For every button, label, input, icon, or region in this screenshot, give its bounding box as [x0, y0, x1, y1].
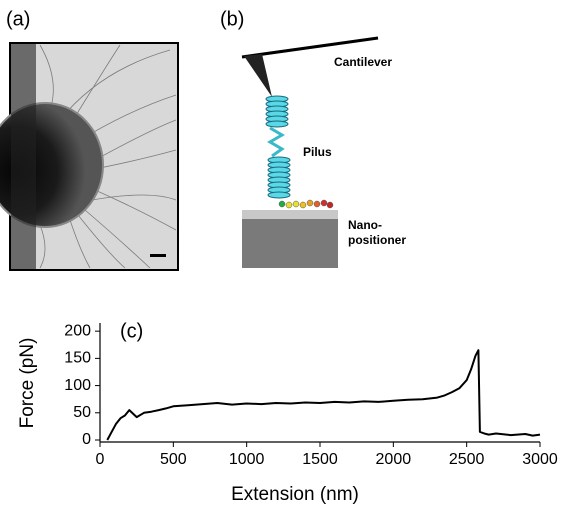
- y-tick-label: 0: [82, 431, 91, 448]
- diagram-label: Nano-: [348, 218, 382, 232]
- diagram-label: Pilus: [303, 145, 332, 159]
- panel-label: (a): [6, 8, 30, 30]
- diagram-label: positioner: [348, 233, 406, 247]
- y-tick-label: 100: [64, 377, 91, 394]
- y-tick-label: 200: [64, 322, 91, 339]
- x-tick-label: 2500: [449, 451, 485, 468]
- micrograph: [0, 42, 179, 271]
- panel-label: (b): [220, 8, 244, 30]
- x-tick-label: 0: [96, 451, 105, 468]
- diagram-label: Cantilever: [334, 55, 392, 69]
- data-line: [106, 349, 541, 441]
- x-axis-label: Extension (nm): [231, 484, 359, 505]
- x-tick-label: 3000: [522, 451, 558, 468]
- diagram: Cantilever Pilus Nano- positioner: [241, 36, 406, 268]
- y-tick-label: 50: [73, 404, 91, 421]
- y-tick-label: 150: [64, 350, 91, 367]
- x-tick-label: 1000: [229, 451, 265, 468]
- x-tick-label: 500: [160, 451, 187, 468]
- y-axis-label: Force (pN): [17, 338, 38, 429]
- panel-label: (c): [120, 320, 143, 342]
- x-tick-label: 2000: [376, 451, 412, 468]
- x-tick-label: 1500: [302, 451, 338, 468]
